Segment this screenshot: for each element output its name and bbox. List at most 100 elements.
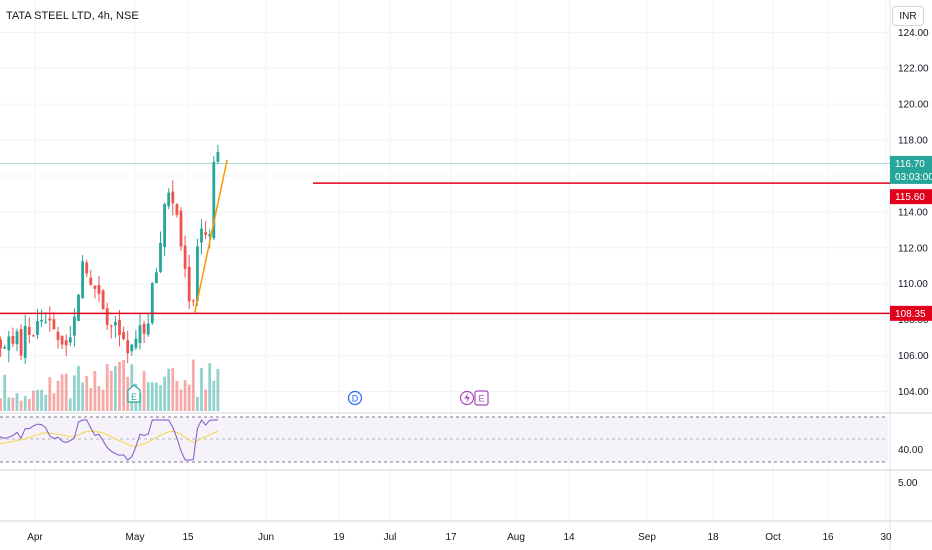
candle-body [171, 191, 175, 204]
candle-body [167, 192, 171, 207]
volume-bar [200, 367, 203, 411]
volume-bar [68, 398, 72, 411]
volume-bar [44, 394, 48, 411]
volume-bar [114, 366, 117, 411]
price-label: 104.00 [898, 387, 929, 398]
candle-body [122, 332, 125, 340]
volume-bar [60, 374, 64, 411]
candle-body [150, 283, 154, 323]
svg-text:115.60: 115.60 [895, 192, 925, 203]
candle-body [212, 161, 216, 239]
candle-body [11, 336, 15, 344]
time-label: 14 [563, 532, 575, 543]
candle-body [89, 277, 93, 285]
price-label: 112.00 [898, 243, 928, 254]
volume-bar [81, 382, 84, 411]
candle-body [68, 337, 72, 343]
svg-text:116.70: 116.70 [895, 159, 925, 170]
time-axis[interactable]: Apr May 15 Jun 19 Jul 17 Aug 14 Sep 18 Oct 16 30 [27, 532, 892, 543]
price-label: 124.00 [898, 28, 929, 39]
candle-body [191, 300, 195, 302]
time-label: May [126, 532, 145, 543]
bar-countdown: 03:03:00 [895, 172, 932, 183]
candle-body [7, 336, 11, 351]
candle-body [196, 246, 199, 301]
volume-bar [122, 359, 125, 411]
candle-body [27, 326, 31, 335]
candle-body [130, 344, 134, 352]
candle-body [179, 210, 183, 247]
volume-bar [77, 366, 80, 411]
split-marker-icon[interactable] [459, 390, 475, 406]
candle-body [204, 232, 207, 235]
candle-body [52, 319, 56, 330]
time-label: 17 [445, 532, 457, 543]
candle-body [48, 318, 52, 321]
volume-bar [27, 398, 31, 411]
candle-body [60, 335, 64, 345]
candle-body [118, 319, 121, 336]
price-label: 122.00 [898, 64, 929, 75]
price-label: 118.00 [898, 136, 928, 147]
volume-bar [155, 382, 158, 411]
time-label: Aug [507, 532, 525, 543]
price-label: 114.00 [898, 207, 928, 218]
time-label: 18 [707, 532, 719, 543]
candle-body [138, 325, 142, 343]
volume-bar [183, 380, 187, 411]
candle-body [159, 242, 162, 272]
time-label: 15 [182, 532, 194, 543]
rsi-line [0, 419, 218, 461]
svg-text:E: E [131, 392, 137, 402]
volume-bar [142, 371, 146, 411]
trend-line[interactable] [194, 159, 228, 313]
candle-body [183, 245, 187, 269]
lower-axis-label: 5.00 [898, 478, 918, 489]
volume-bar [85, 375, 89, 411]
svg-text:D: D [352, 394, 359, 404]
candle-body [142, 323, 146, 334]
candle-body [175, 204, 179, 215]
symbol-title[interactable]: TATA STEEL LTD, 4h, NSE [6, 10, 139, 22]
volume-bar [7, 397, 11, 411]
resistance-price-tag: 115.60 [890, 189, 932, 205]
time-label: Jul [384, 532, 397, 543]
support-price-tag: 108.35 [890, 305, 932, 321]
earnings-marker[interactable]: E [127, 384, 141, 403]
currency-button[interactable]: INR [892, 6, 924, 26]
volume-bar [23, 395, 27, 411]
candle-body [32, 335, 35, 337]
price-label: 110.00 [898, 279, 928, 290]
svg-text:108.35: 108.35 [895, 309, 926, 320]
svg-text:E: E [478, 394, 484, 404]
volume-bar [175, 380, 179, 411]
volume-bar [150, 382, 154, 411]
candlestick-series[interactable] [0, 144, 220, 364]
rsi-indicator[interactable] [0, 419, 219, 461]
candle-body [146, 323, 150, 335]
volume-bar [146, 382, 150, 411]
candle-body [216, 152, 220, 162]
volume-bar [191, 359, 195, 411]
volume-bar [212, 380, 216, 411]
candle-body [208, 234, 212, 237]
volume-bar [64, 373, 68, 411]
dividend-marker[interactable]: D [347, 390, 363, 406]
price-label: 120.00 [898, 100, 929, 111]
candle-body [81, 261, 84, 299]
candle-body [155, 272, 158, 284]
earnings-marker-upcoming[interactable]: E [474, 390, 489, 406]
candle-body [73, 316, 76, 336]
volume-bar [19, 400, 23, 411]
volume-bar [52, 393, 56, 411]
volume-bar [204, 389, 207, 411]
candle-body [85, 262, 89, 274]
time-label: 30 [880, 532, 892, 543]
volume-bar [105, 364, 109, 411]
candle-body [97, 284, 101, 294]
volume-bar [101, 389, 105, 411]
candle-body [101, 290, 105, 310]
time-label: Sep [638, 532, 656, 543]
